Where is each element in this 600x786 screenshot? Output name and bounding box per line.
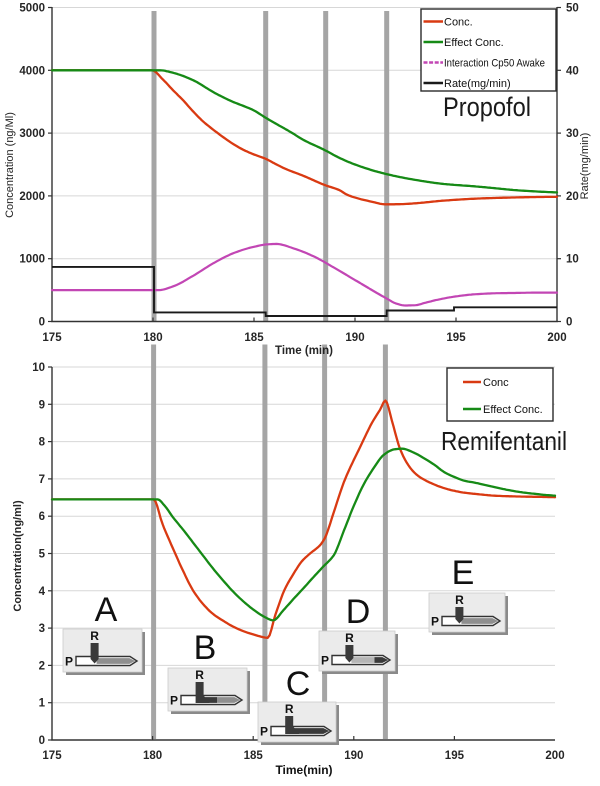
svg-text:Time (min): Time (min) [275,345,333,357]
svg-text:190: 190 [345,332,364,344]
svg-text:P: P [431,615,439,629]
svg-text:R: R [195,668,204,682]
svg-text:A: A [95,591,118,629]
svg-text:10: 10 [566,254,579,266]
svg-text:Interaction Cp50 Awake: Interaction Cp50 Awake [444,58,545,70]
svg-text:Remifentanil: Remifentanil [441,426,567,456]
svg-text:2000: 2000 [19,191,45,203]
svg-text:Effect Conc.: Effect Conc. [483,404,543,416]
svg-text:Conc: Conc [483,377,509,389]
svg-text:20: 20 [566,191,579,203]
svg-text:175: 175 [42,332,62,344]
svg-text:1: 1 [39,698,46,710]
svg-text:200: 200 [545,750,564,762]
svg-text:D: D [346,593,371,631]
svg-text:R: R [455,593,464,607]
svg-text:Rate(mg/min): Rate(mg/min) [444,78,511,90]
svg-text:175: 175 [42,750,62,762]
svg-text:2: 2 [39,660,45,672]
svg-text:Conc.: Conc. [444,17,473,29]
svg-text:1000: 1000 [19,254,45,266]
svg-text:0: 0 [39,317,45,329]
svg-text:B: B [194,629,217,667]
svg-text:P: P [65,655,73,669]
svg-text:3: 3 [39,623,45,635]
svg-text:R: R [90,629,99,643]
svg-text:3000: 3000 [19,128,45,140]
svg-text:185: 185 [244,332,264,344]
svg-text:30: 30 [566,128,579,140]
svg-text:180: 180 [143,750,162,762]
svg-text:0: 0 [39,735,45,747]
svg-text:0: 0 [566,317,572,329]
svg-text:Propofol: Propofol [443,92,531,122]
svg-text:6: 6 [39,511,45,523]
svg-text:200: 200 [547,332,566,344]
svg-text:10: 10 [32,362,45,374]
svg-text:9: 9 [39,399,45,411]
svg-text:185: 185 [244,750,264,762]
svg-text:4: 4 [39,586,46,598]
svg-text:Time(min): Time(min) [275,763,332,777]
svg-text:190: 190 [344,750,363,762]
svg-text:R: R [285,702,294,716]
svg-text:5000: 5000 [19,3,45,15]
svg-text:4000: 4000 [19,65,45,77]
svg-text:P: P [260,725,268,739]
svg-text:E: E [452,554,475,592]
svg-text:Concentration (ng/Ml): Concentration (ng/Ml) [4,112,16,218]
svg-text:C: C [286,665,311,703]
svg-text:Effect Conc.: Effect Conc. [444,37,504,49]
svg-text:P: P [170,694,178,708]
svg-text:40: 40 [566,65,579,77]
svg-text:Rate(mg/min): Rate(mg/min) [579,133,591,200]
svg-text:195: 195 [446,332,466,344]
svg-text:50: 50 [566,3,579,15]
svg-text:5: 5 [39,549,46,561]
svg-text:Concentration(ng/ml): Concentration(ng/ml) [12,500,24,612]
svg-text:P: P [321,654,329,668]
svg-text:8: 8 [39,437,46,449]
svg-text:180: 180 [143,332,162,344]
svg-text:195: 195 [445,750,465,762]
svg-text:R: R [345,631,354,645]
svg-text:7: 7 [39,474,45,486]
